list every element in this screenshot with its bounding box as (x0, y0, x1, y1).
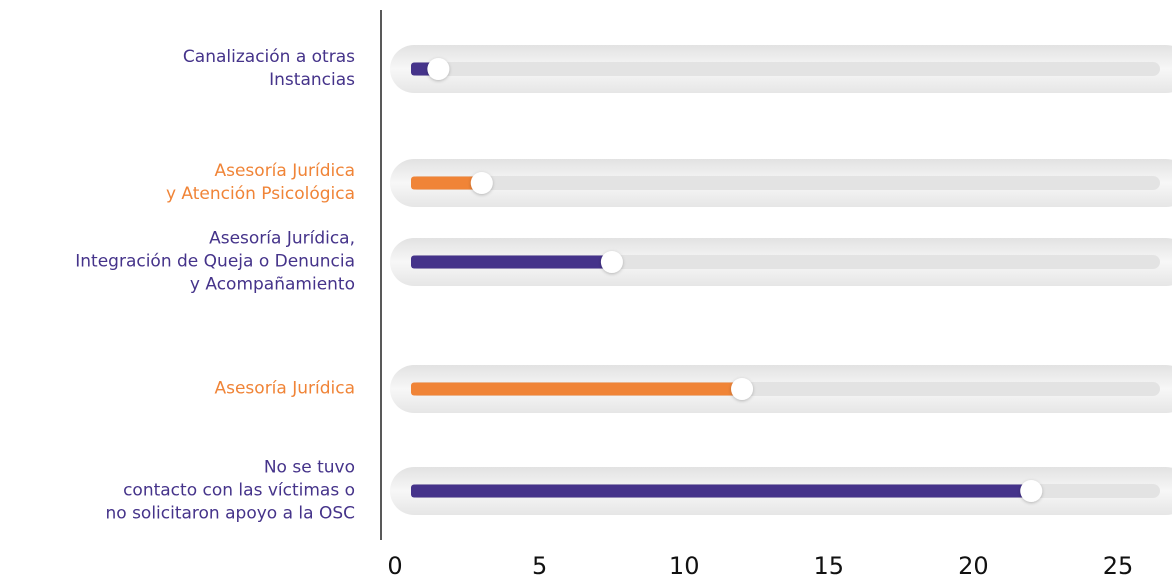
x-tick-label: 5 (532, 552, 547, 580)
track (411, 62, 1160, 76)
knob (600, 251, 623, 273)
knob (427, 58, 450, 80)
category-label: Asesoría Jurídica y Atención Psicológica (165, 161, 355, 204)
knob (470, 172, 493, 194)
x-tick-label: 25 (1103, 552, 1134, 580)
category-label: No se tuvo contacto con las víctimas o n… (105, 457, 355, 524)
x-tick-label: 20 (958, 552, 989, 580)
x-tick-label: 10 (669, 552, 700, 580)
bar (411, 382, 743, 396)
category-label: Asesoría Jurídica, Integración de Queja … (75, 228, 355, 295)
knob (1020, 480, 1043, 502)
knob (731, 378, 754, 400)
bar (411, 484, 1032, 498)
bar (411, 255, 612, 269)
track (411, 176, 1160, 190)
x-tick-label: 0 (387, 552, 402, 580)
category-label: Asesoría Jurídica (214, 378, 355, 399)
x-tick-label: 15 (814, 552, 845, 580)
bar (411, 176, 482, 190)
category-label: Canalización a otras Instancias (182, 47, 355, 90)
